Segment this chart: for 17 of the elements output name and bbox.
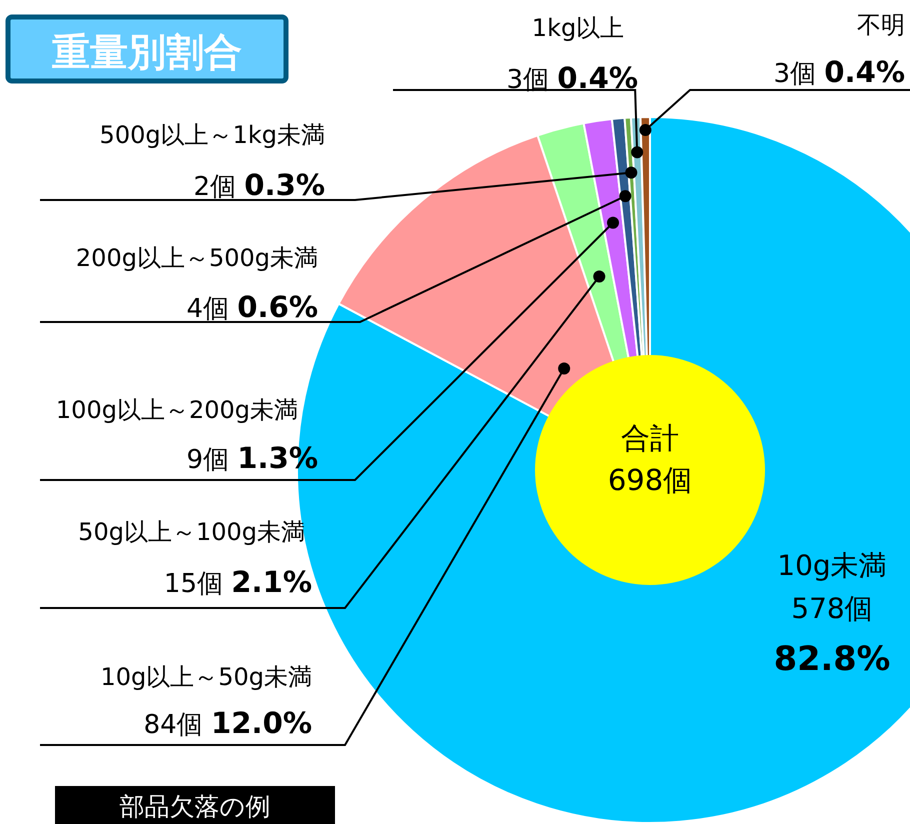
- slice-label: 不明: [857, 11, 905, 39]
- chart-title: 重量別割合: [52, 30, 242, 74]
- slice-label: 500g以上～1kg未満: [100, 121, 325, 149]
- data-label: 578個 82.8%: [774, 592, 890, 678]
- slice-label: 10g未満: [777, 549, 887, 582]
- data-label: 15個 2.1%: [164, 565, 312, 599]
- data-label: 2個 0.3%: [193, 168, 325, 202]
- slice-label: 50g以上～100g未満: [78, 518, 305, 546]
- data-label: 4個 0.6%: [186, 290, 318, 324]
- slice-label: 200g以上～500g未満: [76, 244, 318, 272]
- data-label: 84個 12.0%: [144, 706, 312, 740]
- slice-label: 100g以上～200g未満: [56, 396, 298, 424]
- text: 合計 698個: [608, 421, 692, 497]
- slice-label: 10g以上～50g未満: [100, 663, 312, 691]
- slice-label: 1kg以上: [532, 14, 624, 42]
- text: 部品欠落の例: [120, 792, 270, 821]
- data-label: 3個 0.4%: [773, 55, 905, 89]
